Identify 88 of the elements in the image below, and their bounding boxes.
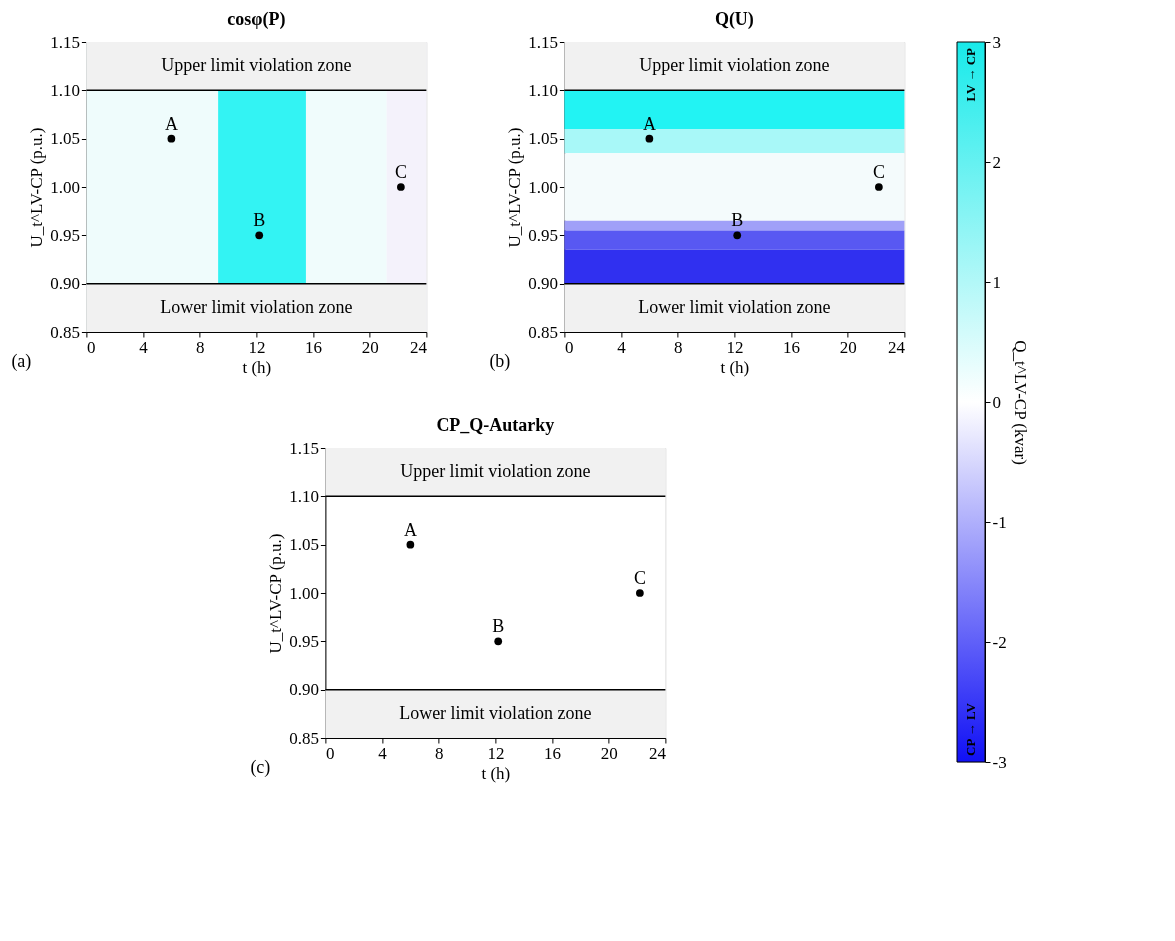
y-tick-label: 1.15 [289,438,319,458]
point [397,183,405,191]
band-label: Lower limit violation zone [160,296,353,317]
chart-title: Q(U) [714,9,754,30]
color-bar-label: -2 [992,632,1007,652]
x-tick-label: 4 [139,337,149,357]
y-tick-label: 1.05 [50,129,80,149]
color-bar-label: 3 [992,32,1001,52]
text: (a) [11,351,32,372]
y-tick-label: 1.05 [289,535,319,555]
x-tick-label: 12 [248,337,266,357]
y-tick-label: 0.90 [528,274,558,294]
y-tick-label: 0.95 [289,631,319,651]
band-label: Lower limit violation zone [399,702,592,723]
text: (b) [489,351,511,372]
x-tick-label: 8 [434,743,444,763]
annotation: C [394,162,407,182]
x-axis-title: t (h) [720,357,750,377]
y-tick-label: 0.95 [528,225,558,245]
y-tick-label: 0.85 [289,728,319,748]
color-bar-label: 0 [992,392,1001,412]
text: (c) [250,757,271,778]
band-label: Upper limit violation zone [161,55,352,76]
annotation: B [253,210,266,231]
annotation: A [403,519,417,540]
x-tick-label: 20 [361,337,379,357]
y-tick-label: 1.05 [528,129,558,149]
y-axis-title: U_t^LV-CP (p.u.) [27,127,47,248]
point [733,231,742,240]
band-label: Upper limit violation zone [639,55,830,76]
x-tick-label: 24 [409,337,428,357]
point [494,637,503,646]
point [875,183,883,191]
x-tick-label: 0 [564,337,574,357]
y-tick-label: 0.85 [528,322,558,342]
y-tick-label: 1.15 [50,32,80,52]
y-axis-title: U_t^LV-CP (p.u.) [266,533,286,654]
y-tick-label: 1.00 [289,583,319,603]
y-tick-label: 1.10 [289,486,319,506]
x-tick-label: 8 [195,337,205,357]
x-tick-label: 4 [378,743,388,763]
x-tick-label: 12 [726,337,744,357]
y-tick-label: 1.10 [50,80,80,100]
chart-title: cosφ(P) [227,9,286,30]
point [167,134,176,143]
annotation: A [642,113,656,134]
y-tick-label: 0.85 [50,322,80,342]
y-tick-label: 0.95 [50,225,80,245]
point [406,540,415,549]
band-label: Lower limit violation zone [638,296,831,317]
y-tick-label: 1.00 [528,177,558,197]
x-tick-label: 4 [617,337,627,357]
x-tick-label: 24 [887,337,906,357]
color-bar-label: 1 [992,272,1001,292]
y-tick-label: 0.90 [50,274,80,294]
annotation: A [164,113,178,134]
color-bar-title: Q_t^LV-CP (kvar) [1010,340,1030,465]
point [645,134,654,143]
x-tick-label: 0 [86,337,96,357]
x-tick-label: 16 [544,743,562,763]
point [636,589,644,597]
annotation: C [872,162,885,182]
x-axis-title: t (h) [242,357,272,377]
x-tick-label: 16 [783,337,801,357]
text: CP → LV [963,702,978,756]
x-tick-label: 24 [648,743,667,763]
point [255,231,264,240]
color-bar-label: -1 [992,512,1007,532]
chart-title: CP_Q-Autarky [436,415,555,435]
y-tick-label: 1.10 [528,80,558,100]
text: LV → CP [963,47,978,102]
x-tick-label: 16 [305,337,323,357]
band-label: Upper limit violation zone [400,461,591,482]
annotation: C [633,568,646,588]
x-tick-label: 12 [487,743,505,763]
x-tick-label: 20 [839,337,857,357]
y-tick-label: 0.90 [289,680,319,700]
y-tick-label: 1.00 [50,177,80,197]
y-tick-label: 1.15 [528,32,558,52]
color-bar-label: 2 [992,152,1001,172]
annotation: B [731,210,744,231]
x-tick-label: 20 [600,743,618,763]
x-axis-title: t (h) [481,763,511,783]
x-tick-label: 8 [673,337,683,357]
x-tick-label: 0 [325,743,335,763]
annotation: B [492,616,505,637]
y-axis-title: U_t^LV-CP (p.u.) [505,127,525,248]
color-bar-label: -3 [992,752,1007,772]
